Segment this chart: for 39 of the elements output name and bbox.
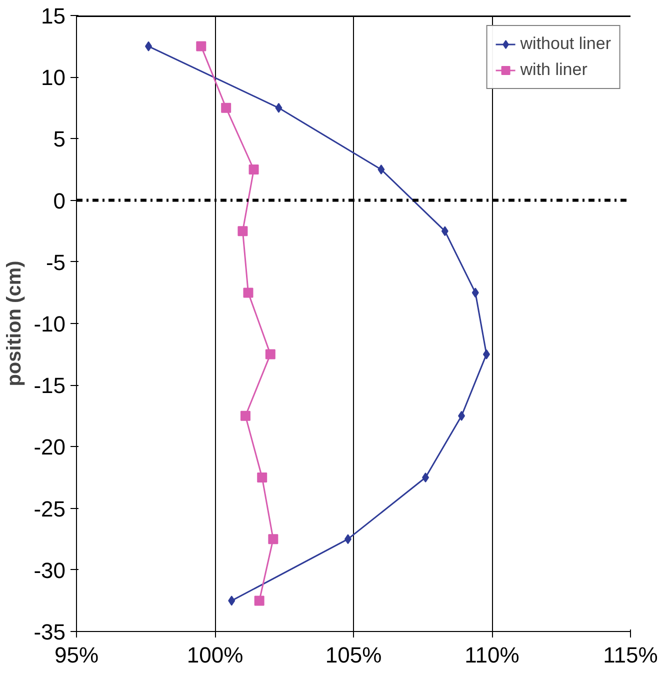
point — [268, 534, 278, 544]
y-tick-label: 0 — [53, 188, 66, 214]
legend-label: with liner — [520, 60, 588, 80]
y-tick-label: 5 — [53, 126, 66, 152]
y-tick-label: -30 — [34, 558, 66, 583]
x-tick-label: 105% — [325, 642, 382, 668]
x-tick-label: 115% — [603, 642, 658, 668]
point — [196, 41, 206, 52]
y-tick-label: -10 — [34, 312, 66, 336]
point — [265, 349, 276, 360]
point — [240, 410, 250, 421]
point — [145, 41, 152, 52]
point — [344, 534, 352, 544]
point — [248, 164, 259, 174]
y-tick-label: 15 — [41, 4, 66, 28]
point — [275, 102, 282, 113]
point — [257, 472, 268, 482]
y-tick-label: -25 — [34, 496, 66, 522]
x-tick-label: 100% — [186, 642, 244, 668]
legend-label: without liner — [520, 34, 611, 54]
point — [243, 288, 254, 298]
point — [238, 226, 248, 236]
y-axis-title: position (cm) — [4, 260, 26, 386]
point — [441, 226, 448, 236]
point — [228, 596, 236, 606]
point — [254, 596, 264, 606]
point — [472, 288, 479, 298]
y-tick-label: -35 — [34, 620, 66, 644]
point — [482, 349, 490, 360]
y-tick-label: -5 — [46, 250, 66, 275]
y-tick-label: -20 — [34, 434, 66, 460]
point — [378, 164, 385, 174]
point — [458, 410, 466, 421]
y-tick-label: 10 — [41, 65, 66, 90]
point — [221, 102, 232, 113]
point — [422, 472, 430, 482]
x-tick-label: 110% — [464, 642, 520, 668]
x-tick-label: 95% — [54, 642, 99, 668]
y-tick-label: -15 — [34, 373, 66, 398]
